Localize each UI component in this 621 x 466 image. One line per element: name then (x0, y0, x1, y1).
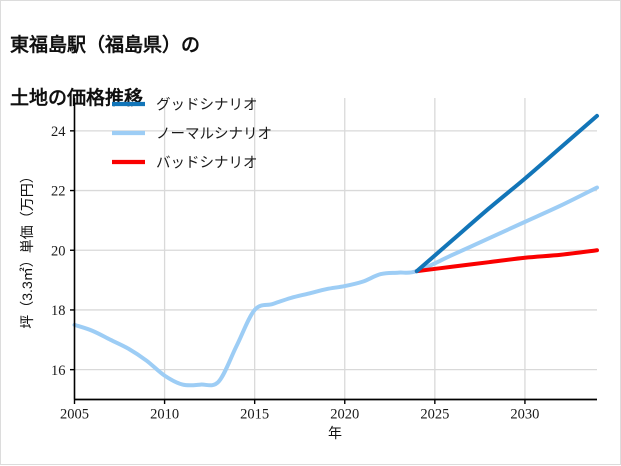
legend-label-good: グッドシナリオ (156, 97, 258, 114)
y-tick-label: 20 (51, 243, 66, 259)
x-axis-title: 年 (328, 425, 342, 441)
x-axis-ticks: 2005 2010 2015 2020 2025 2030 (60, 399, 539, 423)
x-tick-label: 2005 (60, 407, 89, 423)
legend-label-normal: ノーマルシナリオ (156, 127, 272, 143)
y-axis-title: 坪（3.3㎡）単価（万円） (19, 169, 35, 328)
axis-spines (73, 98, 597, 401)
y-tick-label: 18 (51, 303, 66, 319)
series-line-bad-forecast (414, 248, 599, 274)
chart-title: 東福島駅（福島県）の 土地の価格推移 (10, 7, 570, 112)
x-gridlines (163, 98, 526, 400)
y-tick-label: 24 (51, 124, 66, 140)
legend-label-bad: バッドシナリオ (156, 156, 258, 172)
x-tick-label: 2020 (330, 407, 359, 423)
series-line-good-forecast (414, 113, 599, 274)
x-tick-label: 2030 (510, 407, 539, 423)
y-gridlines (74, 130, 597, 371)
y-tick-label: 22 (51, 184, 66, 200)
series-line-history-and-normal-forecast (72, 185, 599, 388)
x-tick-label: 2010 (150, 407, 179, 423)
chart-title-line-2: 土地の価格推移 (10, 87, 144, 109)
x-tick-label: 2025 (420, 407, 449, 423)
y-axis-ticks: 16 18 20 22 24 (51, 124, 75, 379)
data-series-layer (72, 113, 599, 388)
chart-title-line-1: 東福島駅（福島県）の (10, 35, 201, 57)
y-tick-label: 16 (51, 363, 66, 379)
x-tick-label: 2015 (240, 407, 269, 423)
